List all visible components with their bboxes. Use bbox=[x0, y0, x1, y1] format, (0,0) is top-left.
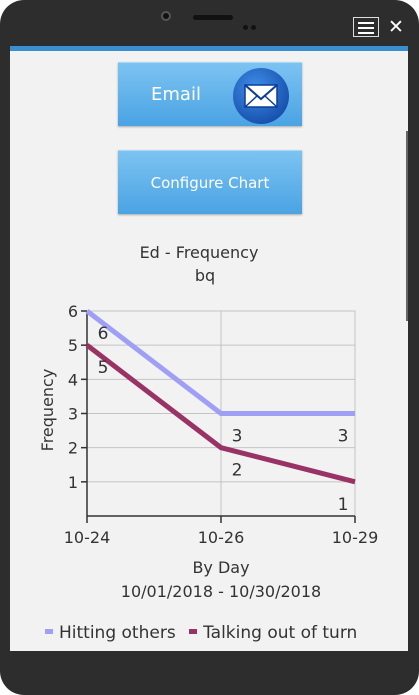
configure-chart-button[interactable]: Configure Chart bbox=[118, 150, 302, 214]
x-tick-label: 10-29 bbox=[332, 528, 379, 547]
y-tick-label: 1 bbox=[68, 473, 78, 492]
data-label: 5 bbox=[98, 358, 109, 378]
x-axis-label: By Day bbox=[192, 558, 249, 577]
menu-icon[interactable] bbox=[353, 17, 379, 37]
chart-legend: Hitting others Talking out of turn bbox=[45, 623, 365, 643]
data-label: 3 bbox=[232, 427, 243, 447]
camera-icon bbox=[161, 11, 171, 21]
speaker-grille bbox=[193, 15, 233, 20]
data-label: 2 bbox=[232, 461, 243, 481]
legend-item-hitting-others: Hitting others bbox=[45, 623, 176, 643]
x-tick-label: 10-26 bbox=[198, 528, 245, 547]
data-label: 6 bbox=[98, 324, 109, 344]
app-screen: Email Configure Chart Ed - Frequency bq … bbox=[10, 51, 408, 651]
chart-subtitle: bq bbox=[195, 266, 215, 285]
email-button[interactable]: Email bbox=[118, 62, 302, 126]
series-line-0 bbox=[85, 309, 355, 416]
legend-label: Hitting others bbox=[59, 623, 176, 643]
y-tick-label: 5 bbox=[68, 336, 78, 355]
sensor-dots bbox=[243, 15, 259, 30]
chart-title: Ed - Frequency bbox=[140, 243, 259, 262]
data-label: 3 bbox=[338, 427, 349, 447]
accent-bar bbox=[10, 46, 408, 51]
y-tick-label: 3 bbox=[68, 405, 78, 424]
series-line-1 bbox=[85, 343, 356, 485]
close-icon[interactable]: ✕ bbox=[388, 16, 404, 38]
envelope-icon bbox=[233, 68, 289, 124]
scrollbar[interactable] bbox=[406, 131, 408, 321]
legend-item-talking-out-of-turn: Talking out of turn bbox=[189, 623, 357, 643]
date-range: 10/01/2018 - 10/30/2018 bbox=[121, 582, 321, 601]
y-tick-label: 4 bbox=[68, 370, 78, 389]
y-tick-label: 2 bbox=[68, 439, 78, 458]
configure-chart-label: Configure Chart bbox=[150, 174, 270, 192]
y-tick-label: 6 bbox=[68, 302, 78, 321]
data-label: 1 bbox=[338, 495, 349, 515]
y-axis-label: Frequency bbox=[38, 369, 57, 452]
legend-label: Talking out of turn bbox=[203, 623, 358, 643]
frequency-chart: Ed - Frequency bq Frequency By Day 10/01… bbox=[38, 243, 379, 601]
email-button-label: Email bbox=[151, 84, 201, 105]
x-tick-label: 10-24 bbox=[64, 528, 111, 547]
